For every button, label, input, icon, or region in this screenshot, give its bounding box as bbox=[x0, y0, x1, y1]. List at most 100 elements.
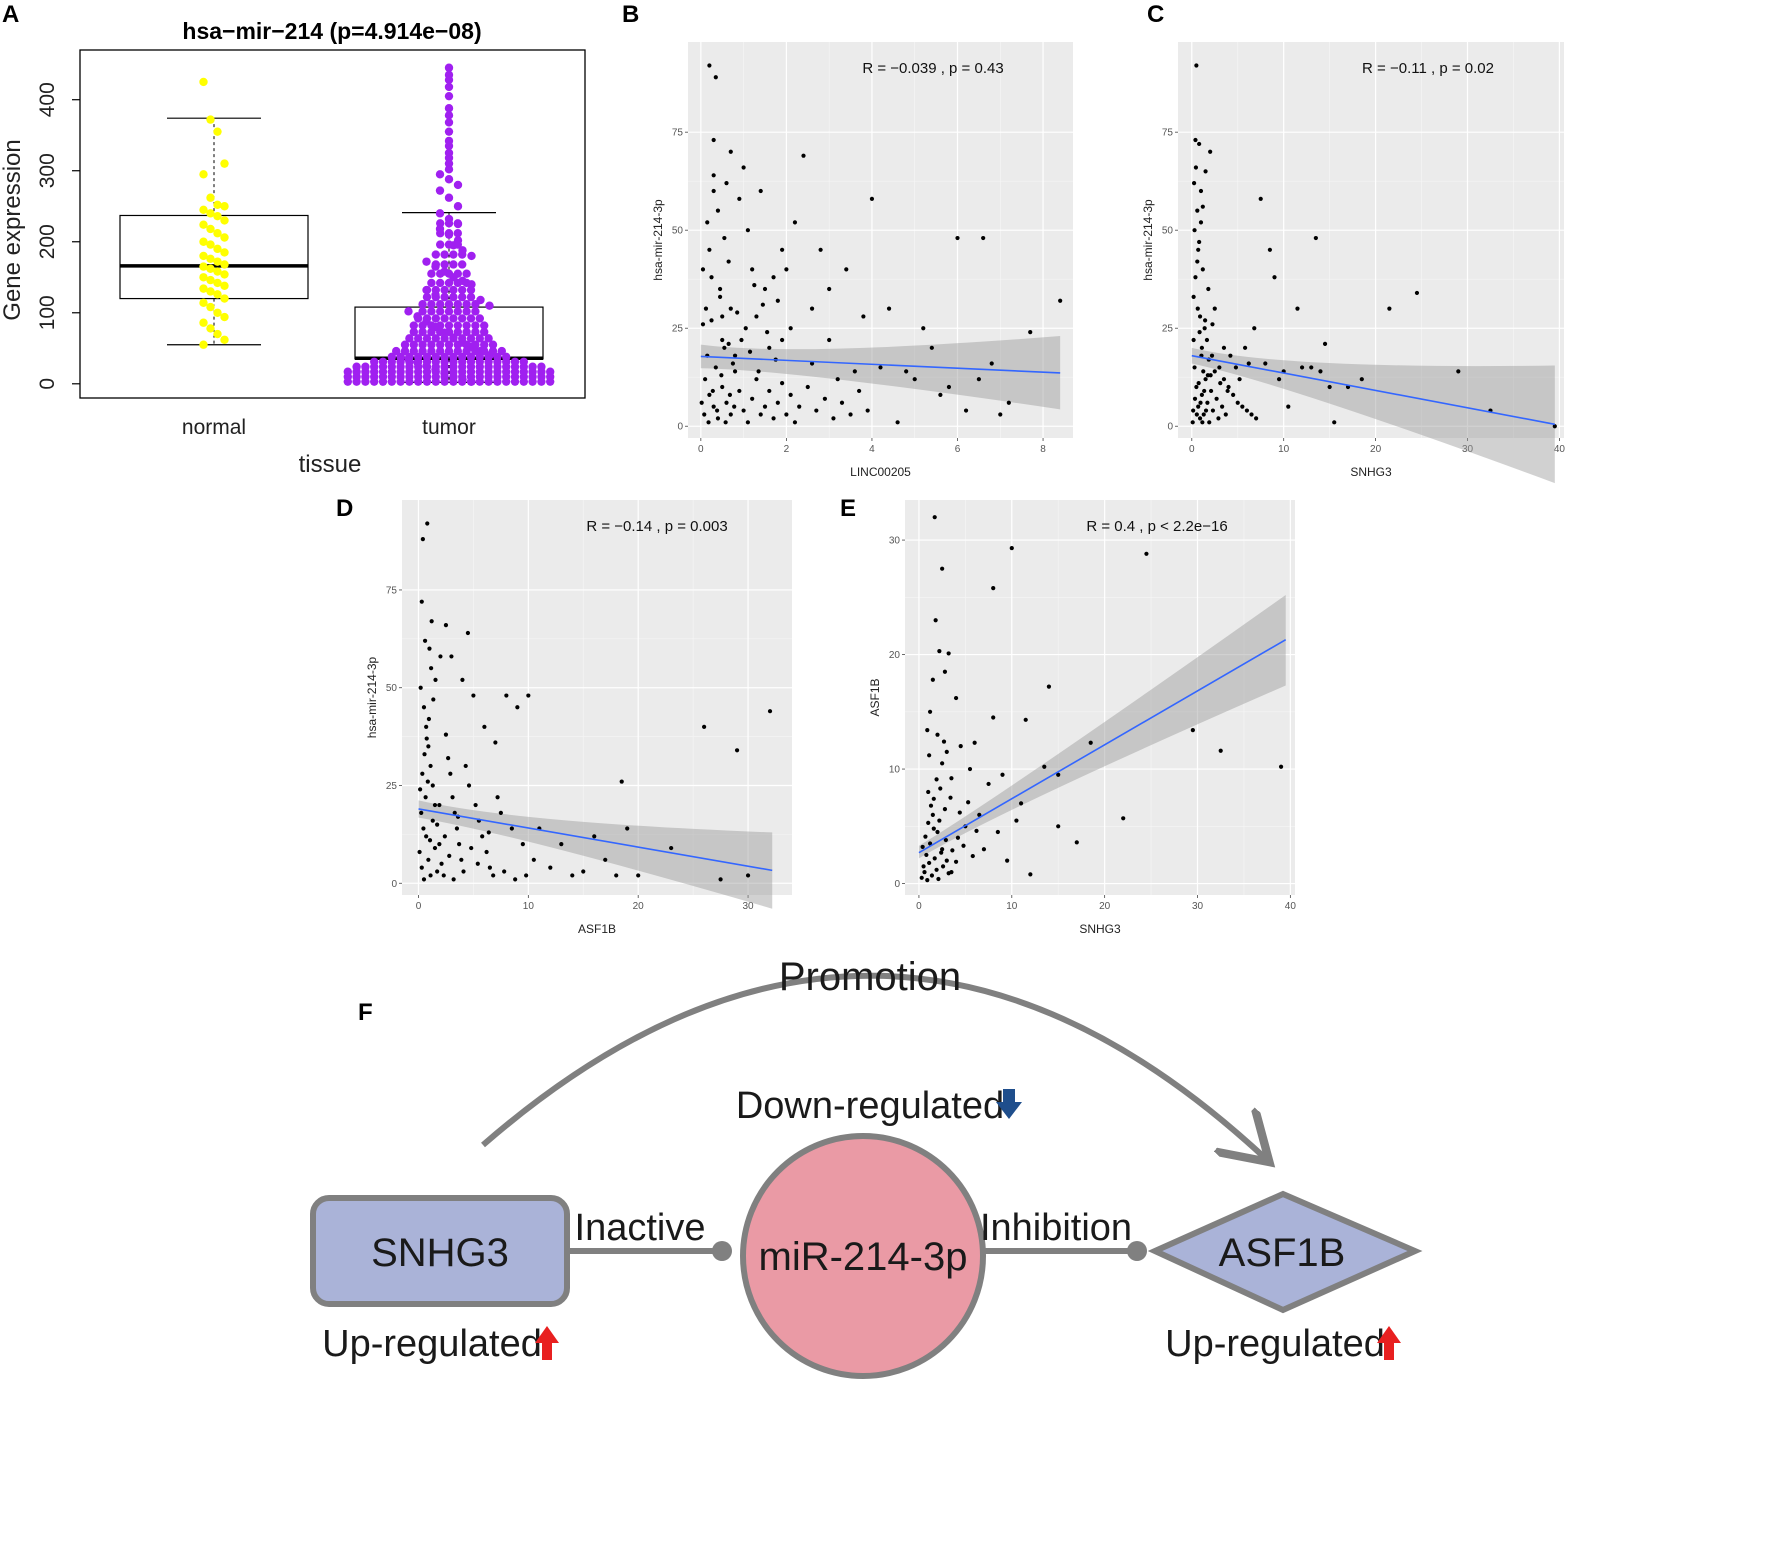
data-point bbox=[925, 728, 930, 733]
data-point bbox=[421, 826, 426, 831]
data-point-normal bbox=[220, 335, 229, 344]
data-point bbox=[780, 381, 785, 386]
data-point bbox=[754, 377, 759, 382]
data-point bbox=[931, 796, 936, 801]
panel-label-b: B bbox=[622, 1, 639, 28]
y-tick-label: 0 bbox=[391, 879, 397, 890]
data-point-normal bbox=[220, 260, 229, 269]
data-point bbox=[419, 865, 424, 870]
data-point bbox=[1196, 404, 1201, 409]
data-point bbox=[839, 400, 845, 405]
asf1b-node bbox=[1147, 1190, 1423, 1314]
data-point-tumor bbox=[475, 352, 484, 362]
data-point-tumor bbox=[458, 292, 467, 302]
data-point bbox=[424, 724, 429, 729]
data-point bbox=[726, 341, 731, 347]
data-point bbox=[715, 416, 721, 421]
data-point-tumor bbox=[400, 346, 410, 356]
data-point bbox=[942, 807, 948, 812]
data-point bbox=[713, 365, 718, 370]
x-tick-label: 30 bbox=[1192, 901, 1204, 912]
data-point bbox=[707, 392, 712, 397]
data-point-tumor bbox=[431, 250, 440, 259]
data-point bbox=[1199, 345, 1204, 350]
data-point bbox=[1237, 377, 1242, 382]
data-point bbox=[912, 377, 917, 382]
data-point bbox=[559, 842, 564, 847]
confidence-band bbox=[700, 336, 1061, 410]
data-point-normal bbox=[199, 262, 208, 271]
data-point-tumor bbox=[418, 300, 427, 309]
data-point bbox=[940, 566, 945, 571]
data-point bbox=[418, 787, 423, 792]
data-point bbox=[431, 697, 436, 702]
data-point-tumor bbox=[436, 300, 445, 309]
confidence-band bbox=[418, 800, 773, 909]
data-point bbox=[741, 408, 746, 413]
data-point bbox=[1278, 764, 1284, 769]
data-point bbox=[932, 856, 937, 861]
inhibition-edge-end bbox=[1127, 1241, 1147, 1261]
data-point bbox=[424, 834, 429, 839]
data-point bbox=[714, 408, 720, 413]
up-arrow-icon bbox=[535, 1326, 559, 1360]
data-point bbox=[1327, 384, 1332, 390]
data-point bbox=[717, 294, 723, 299]
data-point-tumor bbox=[444, 321, 454, 330]
data-point-tumor bbox=[431, 352, 440, 362]
data-point bbox=[741, 165, 746, 170]
data-point bbox=[437, 842, 442, 847]
data-point bbox=[1218, 748, 1223, 753]
data-point-tumor bbox=[409, 327, 418, 337]
data-point-tumor bbox=[444, 307, 454, 316]
data-point bbox=[805, 384, 810, 390]
data-point bbox=[925, 878, 930, 883]
data-point bbox=[948, 795, 953, 800]
data-point bbox=[953, 695, 959, 701]
data-point bbox=[961, 843, 966, 848]
x-tick-label: 40 bbox=[1554, 444, 1566, 455]
regression-line bbox=[700, 355, 1061, 374]
data-point-tumor bbox=[422, 285, 432, 295]
data-point-normal bbox=[199, 205, 208, 214]
data-point bbox=[1228, 353, 1233, 358]
y-tick-label: 75 bbox=[386, 585, 398, 596]
data-point bbox=[1198, 400, 1203, 405]
data-point bbox=[921, 326, 926, 331]
data-point-tumor bbox=[444, 118, 454, 127]
data-point bbox=[452, 810, 457, 815]
data-point bbox=[446, 756, 451, 761]
data-point-tumor bbox=[444, 141, 454, 151]
data-point bbox=[1244, 408, 1250, 413]
data-point bbox=[427, 646, 432, 651]
data-point-tumor bbox=[444, 300, 454, 309]
data-point bbox=[1254, 416, 1259, 421]
data-point-tumor bbox=[453, 346, 462, 356]
data-point bbox=[1210, 322, 1215, 327]
data-point-tumor bbox=[378, 357, 388, 366]
data-point-tumor bbox=[422, 257, 431, 266]
data-point-normal bbox=[213, 267, 222, 276]
data-point bbox=[1191, 337, 1196, 343]
data-point-tumor bbox=[440, 314, 449, 323]
data-point bbox=[1235, 400, 1240, 405]
data-point-tumor bbox=[453, 180, 463, 190]
data-point bbox=[886, 306, 892, 311]
data-point bbox=[1233, 365, 1238, 370]
data-point bbox=[940, 864, 946, 869]
data-point bbox=[430, 783, 435, 788]
data-point-tumor bbox=[453, 240, 462, 249]
y-axis-title: hsa-mir-214-3p bbox=[651, 199, 665, 281]
panel-c-scatter: 0 10 20 30 40 0 25 50 75 SNHG3 hsa-mir-214-3p R = −… bbox=[1141, 42, 1566, 484]
data-point bbox=[922, 870, 927, 875]
data-point-normal bbox=[206, 264, 215, 273]
x-tick-label: 4 bbox=[869, 444, 875, 455]
data-point bbox=[720, 337, 725, 343]
data-point bbox=[724, 181, 729, 186]
data-point-tumor bbox=[396, 352, 405, 362]
data-point bbox=[1195, 306, 1200, 311]
data-point-tumor bbox=[449, 352, 458, 362]
data-point-tumor bbox=[462, 300, 471, 309]
data-point bbox=[728, 149, 733, 154]
